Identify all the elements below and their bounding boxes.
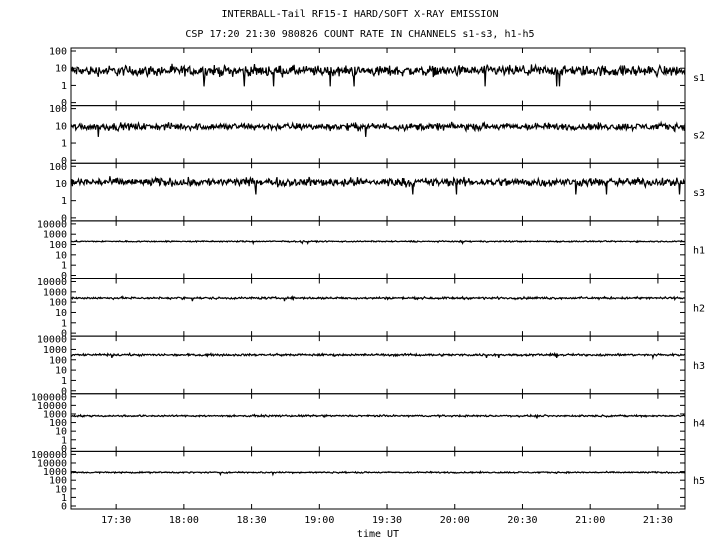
- panel-frame-h1: [70, 220, 686, 279]
- series-line-h4: [70, 413, 686, 419]
- x-tick-label: 18:30: [237, 515, 267, 526]
- y-tick-label-s2: 10: [55, 121, 67, 132]
- series-label-h4: h4: [693, 419, 705, 430]
- y-tick-label-h1: 10000: [37, 219, 67, 230]
- series-line-s3: [70, 175, 686, 195]
- chart-title: INTERBALL-Tail RF15-I HARD/SOFT X-RAY EM…: [221, 9, 499, 20]
- y-tick-label-h3: 1000: [43, 345, 67, 356]
- panel-frame-h3: [70, 335, 686, 395]
- x-tick-label: 20:30: [507, 515, 537, 526]
- y-tick-label-h5: 100: [49, 476, 67, 487]
- series-line-h2: [70, 294, 686, 302]
- y-tick-label-h4: 0: [61, 444, 67, 455]
- y-tick-label-h3: 1: [61, 376, 67, 387]
- y-tick-label-s3: 100: [49, 162, 67, 173]
- x-tick-label: 21:00: [575, 515, 605, 526]
- y-tick-label-h5: 10000: [37, 458, 67, 469]
- y-tick-label-h1: 1000: [43, 230, 67, 241]
- series-label-h1: h1: [693, 246, 705, 257]
- series-label-s2: s2: [693, 130, 705, 141]
- y-tick-label-h3: 10000: [37, 335, 67, 346]
- panel-frame-h2: [70, 278, 686, 337]
- panel-frame-s3: [70, 162, 686, 222]
- y-tick-label-h2: 1000: [43, 287, 67, 298]
- series-line-s2: [70, 120, 686, 137]
- y-tick-label-h4: 100000: [31, 392, 67, 403]
- series-label-h5: h5: [693, 476, 705, 487]
- y-tick-label-h5: 10: [55, 484, 67, 495]
- x-tick-label: 20:00: [440, 515, 470, 526]
- y-tick-label-h3: 10: [55, 366, 67, 377]
- y-tick-label-h4: 1: [61, 435, 67, 446]
- y-tick-label-h5: 100000: [31, 450, 67, 461]
- y-tick-label-s1: 0: [61, 98, 67, 109]
- y-tick-label-h4: 1000: [43, 409, 67, 420]
- y-tick-label-h5: 1: [61, 493, 67, 504]
- panel-frame-s2: [70, 105, 686, 164]
- y-tick-label-s1: 100: [49, 47, 67, 58]
- panel-frame-h5: [70, 450, 686, 510]
- series-line-h1: [70, 239, 686, 246]
- y-tick-label-h2: 10000: [37, 277, 67, 288]
- y-tick-label-s2: 0: [61, 156, 67, 167]
- y-tick-label-h2: 1: [61, 318, 67, 329]
- y-tick-label-h1: 1: [61, 261, 67, 272]
- x-tick-label: 17:30: [101, 515, 131, 526]
- y-tick-label-s3: 0: [61, 213, 67, 224]
- series-label-s3: s3: [693, 188, 705, 199]
- y-tick-label-s2: 1: [61, 139, 67, 150]
- y-tick-label-h1: 100: [49, 240, 67, 251]
- x-axis-label: time UT: [357, 529, 399, 540]
- x-tick-label: 18:00: [169, 515, 199, 526]
- y-tick-label-s3: 1: [61, 196, 67, 207]
- y-tick-label-h5: 0: [61, 502, 67, 513]
- series-line-h5: [70, 470, 686, 477]
- series-line-s1: [70, 63, 686, 87]
- y-tick-label-s1: 10: [55, 64, 67, 75]
- y-tick-label-h4: 10: [55, 427, 67, 438]
- x-tick-label: 19:30: [372, 515, 402, 526]
- y-tick-label-h3: 100: [49, 355, 67, 366]
- panel-frame-h4: [70, 393, 686, 452]
- chart-subtitle: CSP 17:20 21:30 980826 COUNT RATE IN CHA…: [185, 29, 535, 40]
- y-tick-label-s2: 100: [49, 104, 67, 115]
- y-tick-label-h2: 0: [61, 329, 67, 340]
- y-tick-label-h2: 100: [49, 298, 67, 309]
- series-label-s1: s1: [693, 73, 705, 84]
- y-tick-label-h2: 10: [55, 308, 67, 319]
- y-tick-label-h3: 0: [61, 386, 67, 397]
- y-tick-label-h4: 100: [49, 418, 67, 429]
- y-tick-label-h5: 1000: [43, 467, 67, 478]
- series-line-h3: [70, 351, 686, 361]
- y-tick-label-h4: 10000: [37, 401, 67, 412]
- y-tick-label-s1: 1: [61, 81, 67, 92]
- panel-frame-s1: [70, 47, 686, 107]
- y-tick-label-h1: 0: [61, 271, 67, 282]
- series-label-h3: h3: [693, 361, 705, 372]
- y-tick-label-h1: 10: [55, 250, 67, 261]
- x-tick-label: 21:30: [643, 515, 673, 526]
- series-label-h2: h2: [693, 303, 705, 314]
- x-tick-label: 19:00: [304, 515, 334, 526]
- y-tick-label-s3: 10: [55, 179, 67, 190]
